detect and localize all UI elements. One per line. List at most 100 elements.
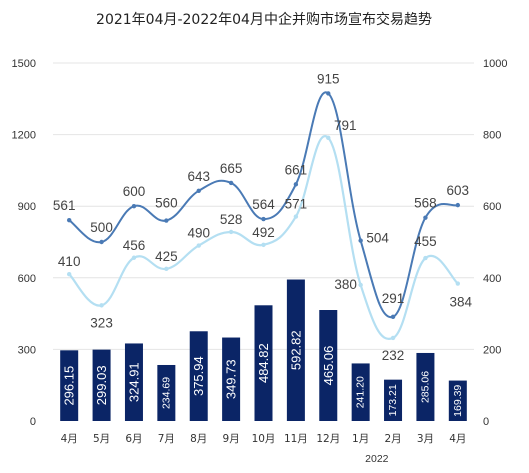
bar-value-label: 173.21 (387, 384, 399, 416)
right-tick-label: 200 (483, 344, 501, 356)
bar (416, 352, 435, 421)
line-point (99, 303, 104, 308)
x-tick-label: 8月 (190, 433, 207, 445)
line-dark-value-label: 560 (155, 196, 178, 211)
line-point (423, 255, 428, 261)
x-tick-label: 9月 (223, 433, 240, 445)
line-light-value-label: 380 (334, 277, 357, 292)
line-dark-value-label: 661 (285, 162, 308, 177)
line-point (423, 215, 428, 220)
bar (351, 363, 370, 421)
bar (448, 380, 467, 421)
bar (384, 379, 403, 421)
line-point (131, 204, 137, 209)
right-tick-label: 1000 (483, 58, 507, 70)
line-light-value-label: 455 (414, 234, 437, 249)
line-light-value-label: 323 (90, 315, 113, 330)
left-tick-label: 0 (30, 416, 36, 428)
line-light-value-label: 791 (334, 118, 357, 133)
bar-value-label: 324.91 (126, 362, 141, 402)
line-point (131, 255, 137, 260)
line-dark-value-label: 665 (220, 161, 243, 176)
chart-title: 2021年04月-2022年04月中企并购市场宣布交易趋势 (96, 11, 432, 28)
left-tick-label: 300 (18, 344, 36, 356)
x-tick-label: 11月 (284, 433, 308, 445)
line-point (455, 202, 461, 208)
x-tick-label: 4月 (61, 433, 78, 445)
x-axis: 4月 5月 6月 7月 8月 9月 10月 11月 12月 1月 2月 3月 4月 2022 (61, 433, 467, 465)
bar (319, 310, 338, 421)
line-point (228, 229, 234, 235)
bar-value-label: 484.82 (256, 343, 271, 383)
line-point (358, 282, 363, 288)
bar (286, 279, 305, 421)
bar (92, 349, 111, 421)
bar (189, 331, 208, 421)
line-point (196, 243, 201, 248)
left-tick-label: 1500 (12, 58, 36, 70)
line-point (293, 214, 299, 219)
x-tick-label: 7月 (158, 433, 175, 445)
line-light-value-label: 528 (220, 212, 243, 227)
bar-value-label: 285.06 (419, 371, 431, 403)
x-tick-label: 2月 (384, 433, 401, 445)
line-point (326, 135, 331, 141)
line-dark-value-label: 568 (414, 196, 437, 211)
line-light-value-label: 490 (187, 226, 210, 241)
line-point (99, 239, 104, 245)
line-light-value-label: 232 (382, 348, 405, 363)
line-point (293, 182, 299, 187)
line-light-value-label: 384 (450, 295, 473, 310)
right-axis: 0 200 400 600 800 1000 (483, 58, 507, 428)
line-point (228, 180, 234, 186)
bar (124, 343, 143, 421)
bar-series (60, 279, 467, 421)
x-tick-label: 6月 (125, 433, 142, 445)
line-point (261, 242, 266, 248)
x-tick-label: 1月 (352, 433, 369, 445)
line-dark-value-label: 915 (317, 71, 340, 86)
line-point (326, 91, 331, 96)
bar-value-label: 299.03 (94, 365, 109, 405)
gridlines (53, 62, 474, 350)
bar-value-label: 296.15 (62, 366, 77, 406)
x-tick-label: 4月 (449, 433, 466, 445)
line-point (358, 238, 363, 243)
bar (222, 337, 241, 421)
line-dark-value-label: 643 (187, 169, 210, 184)
right-tick-label: 800 (483, 130, 501, 142)
line-light-value-label: 425 (155, 249, 178, 264)
line-point (66, 217, 72, 223)
right-tick-label: 0 (483, 416, 489, 428)
line-point (164, 266, 169, 272)
line-dark-value-label: 603 (447, 183, 470, 198)
line-point (66, 272, 72, 277)
line-dark-value-label: 291 (382, 291, 405, 306)
line-dark-value-label: 600 (123, 184, 146, 199)
line-light-value-label: 456 (123, 238, 146, 253)
line-dark-value-label: 564 (252, 197, 275, 212)
line-series (66, 91, 461, 341)
bar-value-label: 465.06 (321, 346, 336, 386)
left-tick-label: 900 (18, 201, 36, 213)
line-point (196, 188, 201, 194)
line-point (390, 314, 396, 320)
line-light-value-label: 410 (58, 254, 81, 269)
line-light-value-label: 492 (252, 225, 275, 240)
bar-value-label: 234.69 (160, 377, 172, 409)
bar-value-label: 375.94 (191, 356, 206, 396)
bar-value-label: 349.73 (224, 359, 239, 399)
left-tick-label: 600 (18, 273, 36, 285)
x-tick-label: 10月 (252, 433, 276, 445)
bar-value-label: 592.82 (288, 330, 303, 370)
line-dark-value-label: 561 (53, 198, 76, 213)
line-light-value-label: 571 (285, 197, 308, 212)
bar-value-label: 169.39 (452, 385, 464, 417)
bar (254, 305, 273, 421)
bar-value-label: 241.20 (355, 376, 367, 408)
left-tick-label: 1200 (12, 130, 36, 142)
data-labels: 296.15 299.03 324.91 234.69 375.94 349.73 484.… (53, 71, 473, 416)
year-label: 2022 (365, 453, 389, 465)
x-tick-label: 5月 (93, 433, 110, 445)
